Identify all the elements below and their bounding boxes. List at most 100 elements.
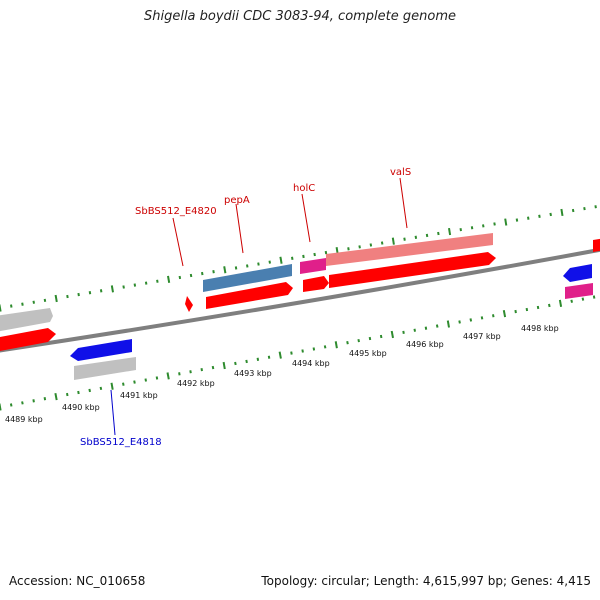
- minor-tick: [527, 216, 530, 220]
- minor-tick: [425, 233, 429, 238]
- gene-pseudo-e4818[interactable]: [74, 357, 136, 380]
- minor-tick: [189, 273, 193, 278]
- scale-label: 4495 kbp: [349, 349, 387, 358]
- genome-backbone: [0, 247, 600, 353]
- minor-tick: [291, 256, 294, 260]
- minor-tick: [515, 218, 519, 222]
- minor-tick: [380, 241, 384, 245]
- minor-tick: [592, 295, 596, 299]
- minor-tick: [368, 336, 372, 341]
- minor-tick: [403, 237, 406, 241]
- minor-tick: [549, 212, 552, 217]
- accession-text: Accession: NC_010658: [9, 574, 146, 588]
- leader-e4818: [110, 389, 116, 436]
- minor-tick: [268, 260, 271, 264]
- minor-tick: [379, 334, 383, 339]
- major-tick: [448, 227, 452, 236]
- minor-tick: [267, 355, 271, 359]
- label-e4820[interactable]: SbBS512_E4820: [135, 206, 217, 217]
- minor-tick: [346, 341, 349, 345]
- minor-tick: [437, 231, 440, 236]
- gene-holC[interactable]: [300, 258, 326, 274]
- gene-valS-light[interactable]: [326, 233, 493, 266]
- label-e4818[interactable]: SbBS512_E4818: [80, 437, 162, 448]
- minor-tick: [178, 372, 181, 376]
- leader-holC: [301, 193, 311, 243]
- minor-tick: [402, 330, 405, 334]
- label-holC[interactable]: holC: [293, 183, 315, 194]
- scale-label: 4497 kbp: [463, 332, 501, 341]
- minor-tick: [583, 207, 586, 211]
- gene-cds-right[interactable]: [593, 238, 600, 252]
- leader-e4820: [172, 217, 184, 267]
- minor-tick: [178, 275, 182, 280]
- minor-tick: [144, 378, 147, 382]
- scale-label: 4494 kbp: [292, 359, 330, 368]
- gene-trna-right[interactable]: [565, 283, 593, 299]
- minor-tick: [77, 390, 80, 395]
- gene-blue-e4818[interactable]: [70, 339, 132, 361]
- upper-tick-track: [0, 205, 597, 312]
- minor-tick: [212, 270, 215, 274]
- minor-tick: [200, 368, 203, 372]
- minor-tick: [312, 347, 316, 351]
- minor-tick: [570, 299, 573, 303]
- major-tick: [166, 372, 170, 380]
- major-tick: [279, 256, 283, 264]
- minor-tick: [357, 338, 360, 343]
- gene-cds-pepA[interactable]: [206, 282, 293, 309]
- minor-tick: [290, 351, 293, 355]
- minor-tick: [525, 307, 529, 312]
- minor-tick: [514, 309, 517, 314]
- minor-tick: [99, 289, 103, 293]
- minor-tick: [122, 382, 125, 386]
- topology-summary: Topology: circular; Length: 4,615,997 bp…: [261, 574, 591, 588]
- gene-cds-left[interactable]: [0, 328, 56, 352]
- scale-label: 4496 kbp: [406, 340, 444, 349]
- major-tick: [110, 382, 114, 390]
- minor-tick: [88, 291, 92, 295]
- minor-tick: [480, 316, 484, 320]
- minor-tick: [43, 397, 47, 401]
- minor-tick: [234, 361, 237, 366]
- minor-tick: [324, 250, 328, 255]
- minor-tick: [313, 252, 316, 257]
- gene-pepA[interactable]: [203, 264, 292, 292]
- minor-tick: [301, 349, 304, 353]
- major-tick: [54, 294, 58, 303]
- label-pepA[interactable]: pepA: [224, 195, 250, 206]
- minor-tick: [536, 305, 540, 310]
- label-valS[interactable]: valS: [390, 167, 411, 178]
- major-tick: [560, 208, 564, 217]
- minor-tick: [211, 365, 215, 370]
- minor-tick: [77, 292, 80, 297]
- minor-tick: [9, 403, 13, 407]
- minor-tick: [256, 357, 260, 361]
- minor-tick: [594, 205, 597, 209]
- major-tick: [0, 403, 2, 411]
- major-tick: [278, 351, 282, 359]
- major-tick: [0, 304, 2, 312]
- minor-tick: [32, 300, 35, 304]
- minor-tick: [323, 345, 327, 349]
- minor-tick: [414, 235, 418, 239]
- gene-cds-valS[interactable]: [329, 252, 496, 288]
- gene-blue-right[interactable]: [563, 264, 592, 282]
- gene-cds-holC[interactable]: [303, 276, 329, 292]
- major-tick: [391, 237, 395, 245]
- minor-tick: [302, 254, 305, 259]
- major-tick: [110, 285, 114, 293]
- scale-label: 4489 kbp: [5, 415, 43, 424]
- minor-tick: [66, 294, 69, 299]
- minor-tick: [156, 279, 159, 283]
- leader-pepA: [235, 203, 244, 254]
- minor-tick: [469, 318, 473, 322]
- minor-tick: [493, 222, 496, 226]
- gene-pseudo-left[interactable]: [0, 308, 53, 332]
- gene-cds-e4820[interactable]: [185, 296, 193, 312]
- major-tick: [502, 310, 507, 318]
- minor-tick: [43, 298, 47, 302]
- minor-tick: [424, 326, 428, 330]
- minor-tick: [358, 245, 361, 249]
